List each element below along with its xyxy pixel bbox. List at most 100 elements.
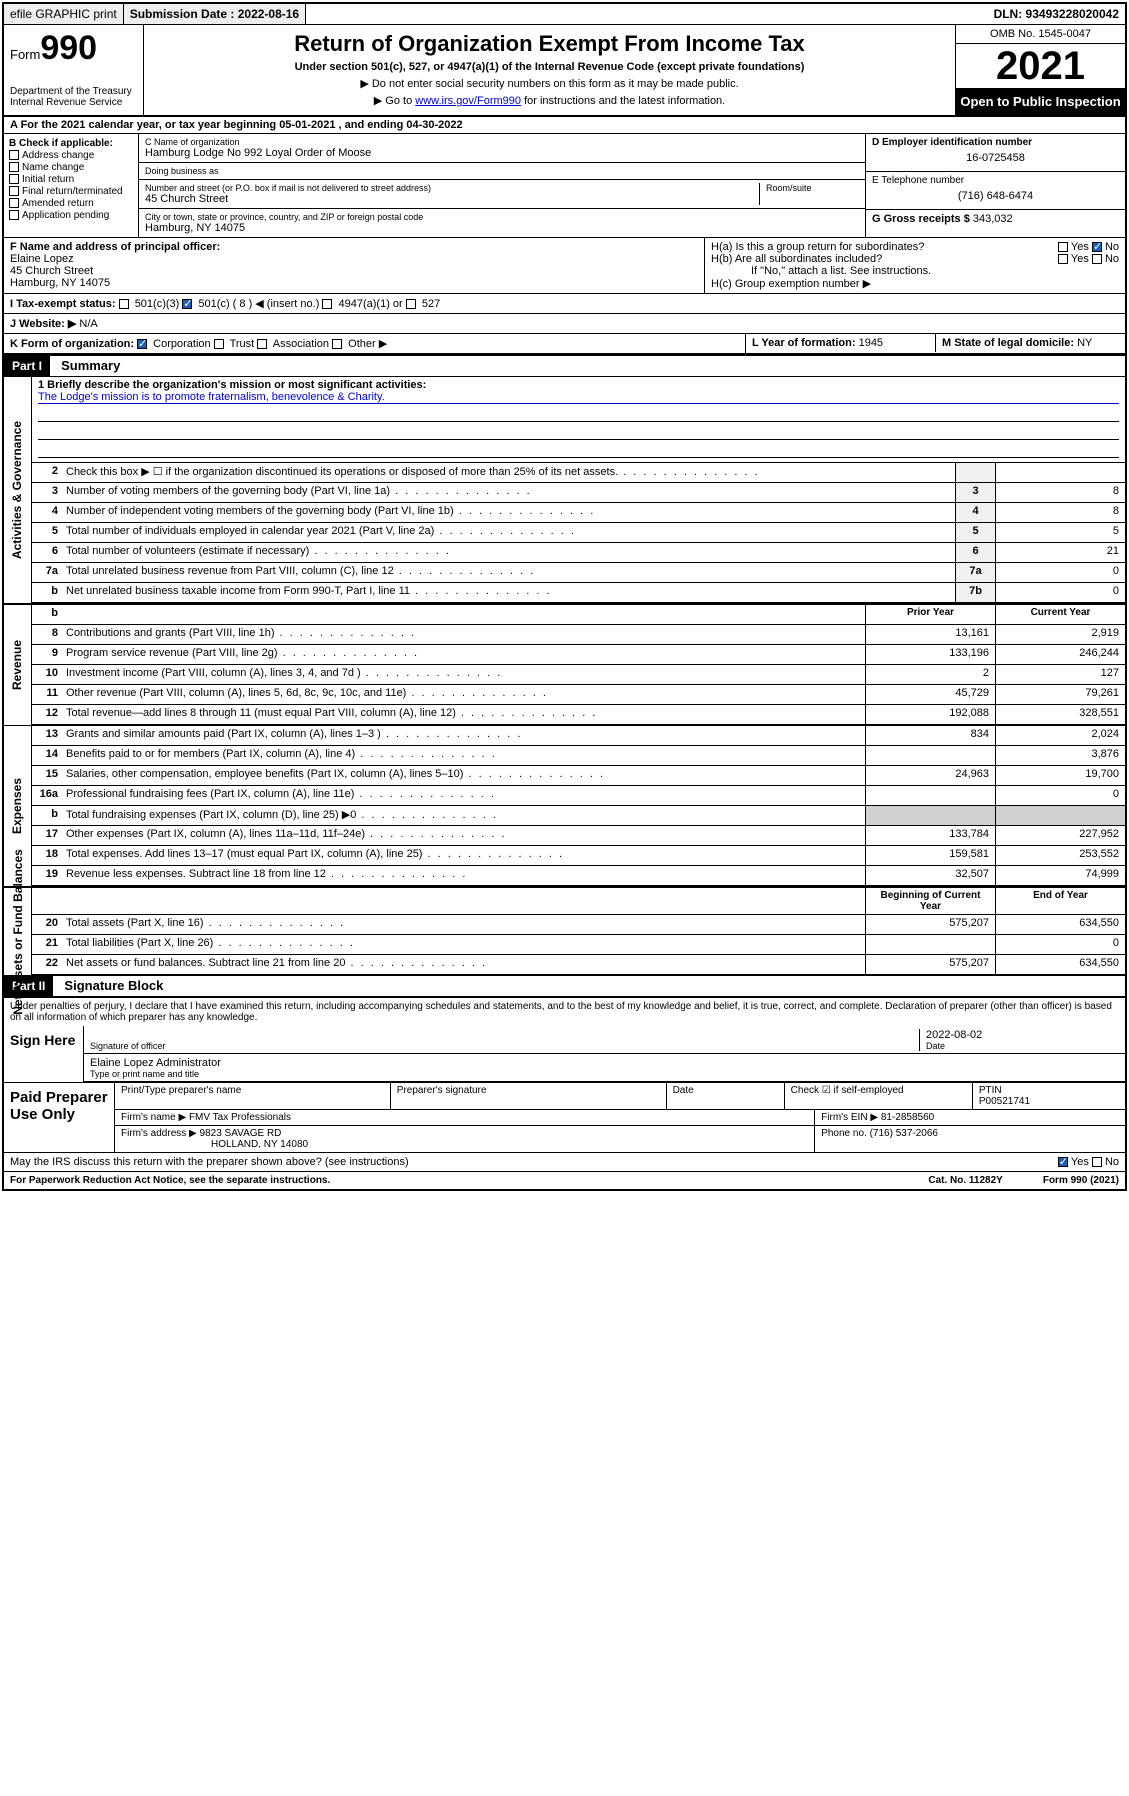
name-label: C Name of organization (145, 137, 859, 147)
rev-h-num: b (32, 605, 62, 624)
discuss-yes: Yes (1071, 1156, 1089, 1168)
dba-row: Doing business as (139, 163, 865, 180)
b-opt1: Name change (22, 162, 84, 173)
b-opt3: Final return/terminated (22, 186, 123, 197)
sig-name-line: Elaine Lopez Administrator Type or print… (84, 1054, 1125, 1082)
form-subtitle: Under section 501(c), 527, or 4947(a)(1)… (150, 61, 949, 73)
firm-addr-label: Firm's address ▶ (121, 1128, 197, 1139)
form-num: 990 (40, 29, 97, 67)
section-fh: F Name and address of principal officer:… (4, 238, 1125, 294)
prior-year-head: Prior Year (865, 605, 995, 624)
table-row: 2Check this box ▶ ☐ if the organization … (32, 463, 1125, 483)
prep-date-label: Date (673, 1085, 778, 1096)
part1-bar: Part I Summary (4, 355, 1125, 377)
header-right: OMB No. 1545-0047 2021 Open to Public In… (955, 25, 1125, 115)
gross-label: G Gross receipts $ (872, 213, 970, 225)
mission-block: 1 Briefly describe the organization's mi… (32, 377, 1125, 463)
vlabel-gov-text: Activities & Governance (11, 421, 25, 559)
vlabel-rev-text: Revenue (11, 640, 25, 690)
gross-row: G Gross receipts $ 343,032 (866, 210, 1125, 228)
hb-no-chk[interactable] (1092, 254, 1102, 264)
website-row: J Website: ▶ N/A (4, 314, 1125, 333)
discuss-yes-chk[interactable] (1058, 1157, 1068, 1167)
chk-501c3[interactable] (119, 299, 129, 309)
hb-note: If "No," attach a list. See instructions… (711, 265, 1119, 277)
paid-label: Paid Preparer Use Only (4, 1083, 114, 1152)
prep-row3: Firm's address ▶ 9823 SAVAGE RDHOLLAND, … (115, 1126, 1125, 1152)
footer-left: For Paperwork Reduction Act Notice, see … (10, 1175, 330, 1186)
period-text: A For the 2021 calendar year, or tax yea… (10, 119, 463, 131)
officer-name: Elaine Lopez (10, 253, 698, 265)
table-row: 4Number of independent voting members of… (32, 503, 1125, 523)
net-header-row: Beginning of Current Year End of Year (32, 888, 1125, 915)
part2-title: Signature Block (56, 975, 171, 996)
b-opt2: Initial return (22, 174, 74, 185)
open-public-label: Open to Public Inspection (956, 88, 1125, 115)
k-opt1: Trust (230, 338, 255, 350)
chk-pending[interactable]: Application pending (9, 210, 133, 221)
omb-label: OMB No. 1545-0047 (956, 25, 1125, 44)
chk-assoc[interactable] (257, 339, 267, 349)
ein-label: D Employer identification number (872, 137, 1032, 148)
no1: No (1105, 241, 1119, 253)
beg-year-head: Beginning of Current Year (865, 888, 995, 914)
chk-initial-return[interactable]: Initial return (9, 174, 133, 185)
b-label: B Check if applicable: (9, 138, 113, 149)
mission-line3 (38, 442, 1119, 458)
table-row: 8Contributions and grants (Part VIII, li… (32, 625, 1125, 645)
l-label: L Year of formation: (752, 337, 856, 349)
chk-address-change[interactable]: Address change (9, 150, 133, 161)
hb-yes-chk[interactable] (1058, 254, 1068, 264)
exp-section: Expenses 13Grants and similar amounts pa… (4, 725, 1125, 886)
print-label: Print/Type preparer's name (121, 1085, 384, 1096)
chk-501c[interactable] (182, 299, 192, 309)
chk-final-return[interactable]: Final return/terminated (9, 186, 133, 197)
chk-4947[interactable] (322, 299, 332, 309)
officer-typed-name: Elaine Lopez Administrator (90, 1057, 221, 1069)
chk-name-change[interactable]: Name change (9, 162, 133, 173)
table-row: 9Program service revenue (Part VIII, lin… (32, 645, 1125, 665)
firm-addr2: HOLLAND, NY 14080 (121, 1139, 308, 1150)
ein-row: D Employer identification number 16-0725… (866, 134, 1125, 172)
gov-section: Activities & Governance 1 Briefly descri… (4, 377, 1125, 603)
m-label: M State of legal domicile: (942, 337, 1074, 349)
ha-no-chk[interactable] (1092, 242, 1102, 252)
i-opt1: 501(c)(3) (135, 298, 180, 310)
i-opt2: 501(c) ( 8 ) ◀ (insert no.) (198, 298, 319, 310)
mission-q: 1 Briefly describe the organization's mi… (38, 379, 426, 391)
net-rows: Beginning of Current Year End of Year 20… (32, 888, 1125, 975)
row-a-period: A For the 2021 calendar year, or tax yea… (4, 117, 1125, 134)
table-row: 22Net assets or fund balances. Subtract … (32, 955, 1125, 975)
table-row: 10Investment income (Part VIII, column (… (32, 665, 1125, 685)
chk-527[interactable] (406, 299, 416, 309)
chk-amended[interactable]: Amended return (9, 198, 133, 209)
discuss-no-chk[interactable] (1092, 1157, 1102, 1167)
form-header: Form990 Department of the Treasury Inter… (4, 25, 1125, 117)
penalty-text: Under penalties of perjury, I declare th… (4, 997, 1125, 1026)
form-page: efile GRAPHIC print Submission Date : 20… (2, 2, 1127, 1191)
i-label: I Tax-exempt status: (10, 298, 116, 310)
ha-yes-chk[interactable] (1058, 242, 1068, 252)
net-h-desc (62, 888, 865, 914)
efile-label[interactable]: efile GRAPHIC print (4, 4, 124, 24)
table-row: bTotal fundraising expenses (Part IX, co… (32, 806, 1125, 826)
irs-link[interactable]: www.irs.gov/Form990 (415, 95, 521, 107)
table-row: 6Total number of volunteers (estimate if… (32, 543, 1125, 563)
chk-trust[interactable] (214, 339, 224, 349)
k-opt2: Association (273, 338, 329, 350)
sign-section: Sign Here Signature of officer 2022-08-0… (4, 1026, 1125, 1082)
b-opt5: Application pending (22, 210, 109, 221)
chk-corp[interactable] (137, 339, 147, 349)
ha-label: H(a) Is this a group return for subordin… (711, 241, 924, 253)
mission-text: The Lodge's mission is to promote frater… (38, 391, 1119, 404)
ptin-value: P00521741 (979, 1096, 1119, 1107)
chk-other[interactable] (332, 339, 342, 349)
form-prefix: Form (10, 47, 40, 62)
k-opt0: Corporation (153, 338, 210, 350)
prep-sig-label: Preparer's signature (397, 1085, 660, 1096)
header-center: Return of Organization Exempt From Incom… (144, 25, 955, 115)
section-bcd: B Check if applicable: Address change Na… (4, 134, 1125, 238)
sign-here-label: Sign Here (4, 1026, 84, 1082)
table-row: 18Total expenses. Add lines 13–17 (must … (32, 846, 1125, 866)
officer-addr1: 45 Church Street (10, 265, 698, 277)
